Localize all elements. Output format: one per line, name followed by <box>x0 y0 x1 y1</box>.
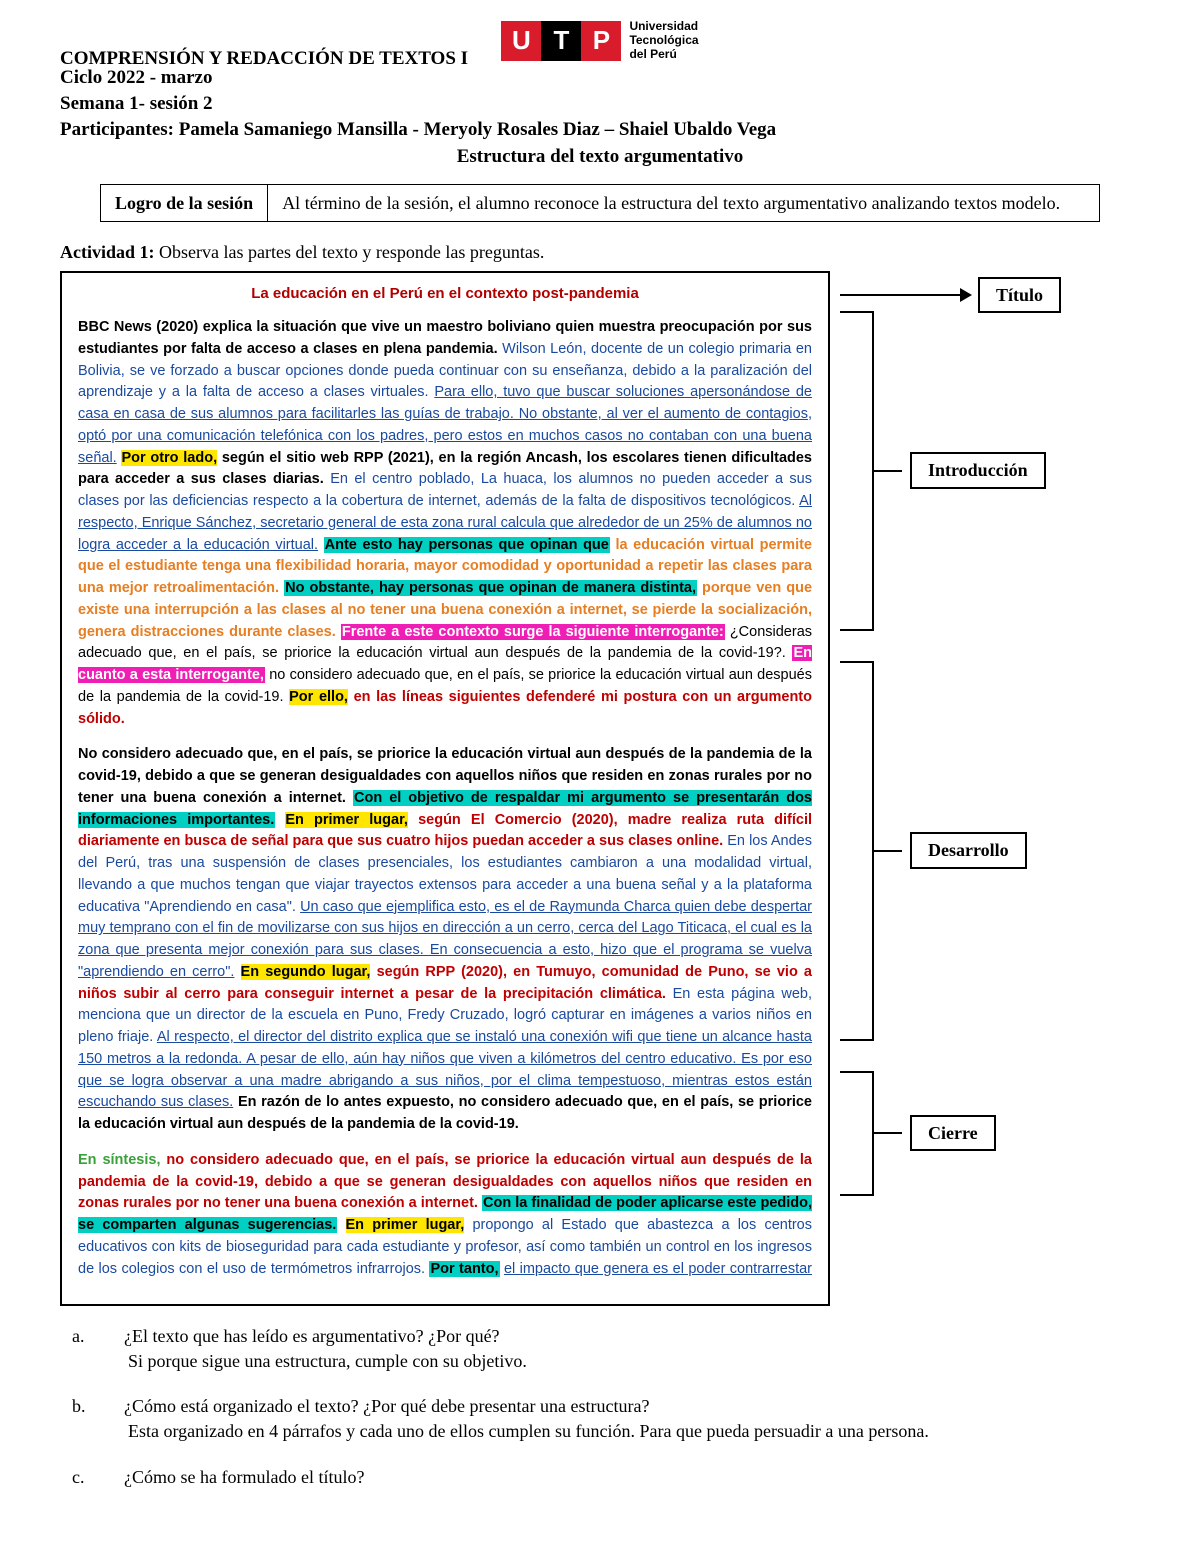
essay-box: La educación en el Perú en el contexto p… <box>60 271 830 1306</box>
p1-s16: Por ello, <box>289 689 348 705</box>
bracket-shape-intro <box>840 311 874 631</box>
bracket-intro: Introducción <box>840 311 1046 631</box>
logro-table: Logro de la sesión Al término de la sesi… <box>100 184 1100 222</box>
logo-letter-t: T <box>541 21 581 61</box>
logo-letter-u: U <box>501 21 541 61</box>
q-b-answer: Esta organizado en 4 párrafos y cada uno… <box>128 1421 929 1441</box>
q-a-text: ¿El texto que has leído es argumentativo… <box>124 1326 500 1346</box>
p1-s10: No obstante, hay personas que opinan de … <box>284 580 697 596</box>
arrow-line <box>840 294 960 296</box>
week-line: Semana 1- sesión 2 <box>60 91 1140 117</box>
p1-s12: Frente a este contexto surge la siguient… <box>341 624 725 640</box>
label-desarrollo: Desarrollo <box>910 832 1027 868</box>
p3-s4: En primer lugar, <box>346 1217 465 1233</box>
logro-label: Logro de la sesión <box>101 185 268 221</box>
actividad-heading: Actividad 1: Observa las partes del text… <box>60 240 1140 264</box>
essay-paragraph-desarrollo: No considero adecuado que, en el país, s… <box>78 744 812 1136</box>
logo-letter-p: P <box>581 21 621 61</box>
subtitle: Estructura del texto argumentativo <box>60 144 1140 170</box>
logo-caption: Universidad Tecnológica del Perú <box>629 20 698 61</box>
question-a: a.¿El texto que has leído es argumentati… <box>100 1324 1140 1374</box>
q-c-text: ¿Cómo se ha formulado el título? <box>124 1467 364 1487</box>
document-header: U T P Universidad Tecnológica del Perú C… <box>60 20 1140 170</box>
question-c: c.¿Cómo se ha formulado el título? <box>100 1465 1140 1490</box>
logo-caption-l3: del Perú <box>629 48 698 62</box>
p2-s3: En primer lugar, <box>285 812 408 828</box>
questions-list: a.¿El texto que has leído es argumentati… <box>60 1324 1140 1490</box>
p3-s6: Por tanto, <box>429 1261 499 1277</box>
arrow-head-icon <box>960 288 972 302</box>
actividad-text: Observa las partes del texto y responde … <box>155 242 545 262</box>
logo-caption-l1: Universidad <box>629 20 698 34</box>
p1-s8: Ante esto hay personas que opinan que <box>324 537 610 553</box>
title-arrow: Título <box>840 277 1061 313</box>
essay-paragraph-cierre: En síntesis, no considero adecuado que, … <box>78 1150 812 1280</box>
q-b-text: ¿Cómo está organizado el texto? ¿Por qué… <box>124 1396 649 1416</box>
essay-paragraph-intro: BBC News (2020) explica la situación que… <box>78 317 812 730</box>
participants-line: Participantes: Pamela Samaniego Mansilla… <box>60 117 1140 143</box>
q-a-letter: a. <box>100 1324 124 1349</box>
q-a-answer: Si porque sigue una estructura, cumple c… <box>128 1351 527 1371</box>
q-c-letter: c. <box>100 1465 124 1490</box>
label-cierre: Cierre <box>910 1115 996 1151</box>
p3-s1: En síntesis, <box>78 1152 160 1168</box>
bracket-cierre: Cierre <box>840 1071 996 1196</box>
logo-caption-l2: Tecnológica <box>629 34 698 48</box>
p1-s4: Por otro lado, <box>121 450 217 466</box>
bracket-shape-desarrollo <box>840 661 874 1041</box>
bracket-shape-cierre <box>840 1071 874 1196</box>
p2-s7: En segundo lugar, <box>241 964 371 980</box>
question-b: b.¿Cómo está organizado el texto? ¿Por q… <box>100 1394 1140 1444</box>
logro-text: Al término de la sesión, el alumno recon… <box>268 185 1099 221</box>
label-intro: Introducción <box>910 452 1046 488</box>
bracket-desarrollo: Desarrollo <box>840 661 1027 1041</box>
utp-logo: U T P <box>501 21 621 61</box>
essay-title: La educación en el Perú en el contexto p… <box>78 283 812 306</box>
actividad-label: Actividad 1: <box>60 242 155 262</box>
essay-layout: La educación en el Perú en el contexto p… <box>60 271 1140 1306</box>
course-title: COMPRENSIÓN Y REDACCIÓN DE TEXTOS I <box>60 46 468 72</box>
q-b-letter: b. <box>100 1394 124 1419</box>
annotation-column: Título Introducción Desarrollo Cierre <box>830 271 1140 1306</box>
label-titulo: Título <box>978 277 1061 313</box>
